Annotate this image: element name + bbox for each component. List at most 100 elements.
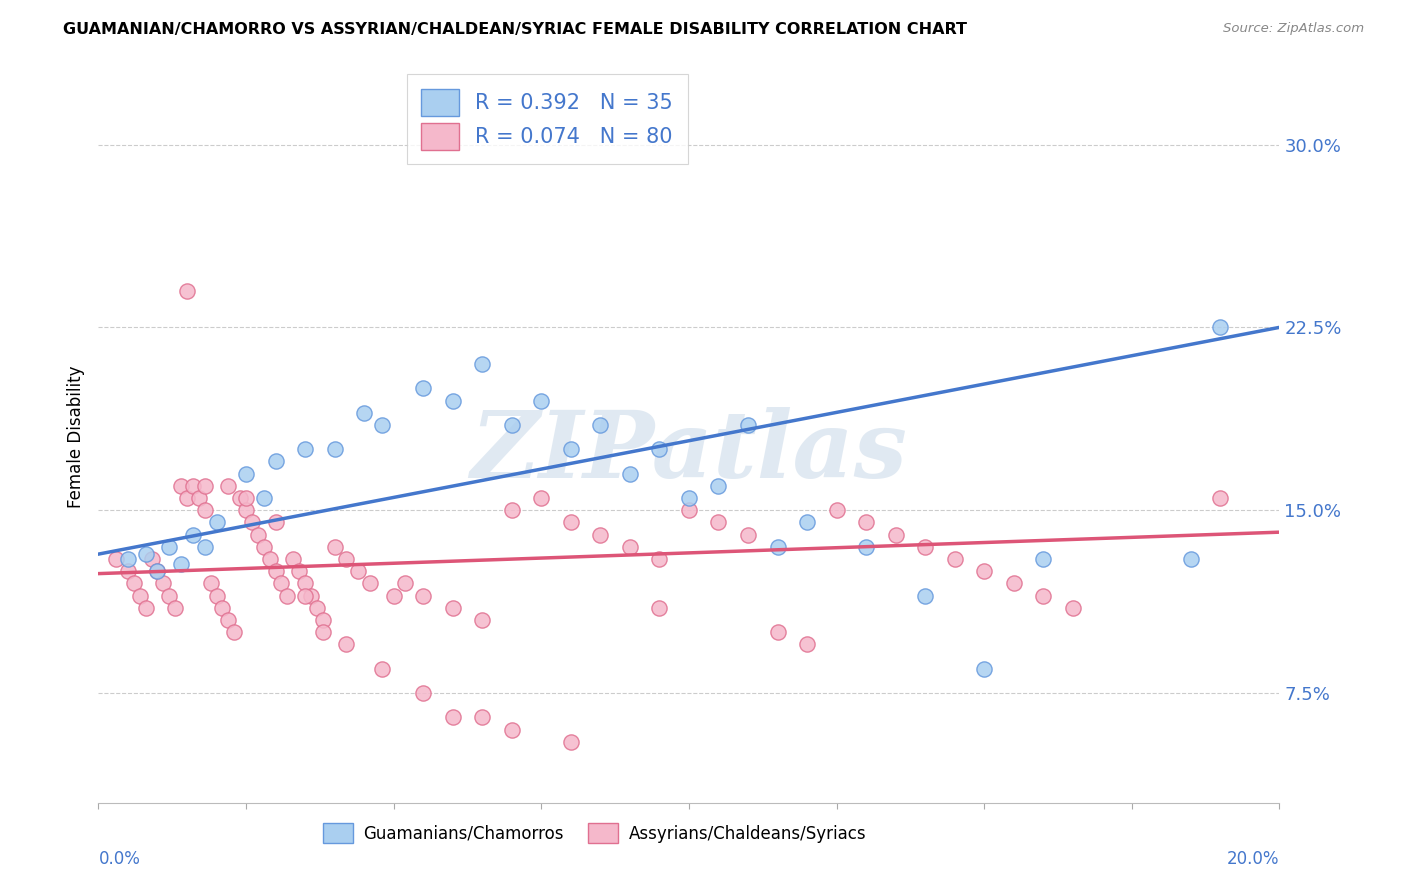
Point [312, 625, 335, 640]
Text: ZIPatlas: ZIPatlas [471, 407, 907, 497]
Text: GUAMANIAN/CHAMORRO VS ASSYRIAN/CHALDEAN/SYRIAC FEMALE DISABILITY CORRELATION CHA: GUAMANIAN/CHAMORRO VS ASSYRIAN/CHALDEAN/… [63, 22, 967, 37]
Point [211, 600, 233, 615]
Point [264, 516, 287, 530]
Point [973, 662, 995, 676]
Point [181, 479, 204, 493]
Point [264, 564, 287, 578]
Point [353, 406, 375, 420]
Legend: Guamanians/Chamorros, Assyrians/Chaldeans/Syriacs: Guamanians/Chamorros, Assyrians/Chaldean… [316, 817, 873, 849]
Point [914, 589, 936, 603]
Point [276, 589, 298, 603]
Point [323, 442, 346, 457]
Point [305, 600, 328, 615]
Point [187, 491, 209, 505]
Point [1209, 320, 1232, 334]
Point [264, 454, 287, 468]
Point [530, 393, 553, 408]
Point [648, 442, 671, 457]
Point [270, 576, 292, 591]
Point [766, 540, 789, 554]
Point [471, 357, 494, 371]
Point [1180, 552, 1202, 566]
Point [312, 613, 335, 627]
Point [678, 503, 700, 517]
Point [359, 576, 381, 591]
Point [217, 479, 239, 493]
Point [335, 637, 357, 651]
Point [382, 589, 405, 603]
Point [294, 589, 316, 603]
Point [648, 552, 671, 566]
Point [855, 516, 877, 530]
Point [235, 503, 257, 517]
Point [157, 540, 180, 554]
Point [194, 479, 217, 493]
Point [176, 491, 198, 505]
Point [412, 381, 434, 395]
Point [246, 527, 269, 541]
Point [914, 540, 936, 554]
Point [796, 516, 818, 530]
Point [855, 540, 877, 554]
Point [589, 417, 612, 432]
Point [235, 467, 257, 481]
Point [371, 662, 394, 676]
Point [141, 552, 163, 566]
Point [135, 600, 157, 615]
Point [217, 613, 239, 627]
Point [135, 547, 157, 561]
Point [825, 503, 848, 517]
Point [165, 600, 187, 615]
Text: Source: ZipAtlas.com: Source: ZipAtlas.com [1223, 22, 1364, 36]
Point [170, 479, 193, 493]
Point [560, 516, 582, 530]
Point [200, 576, 222, 591]
Point [205, 516, 228, 530]
Point [501, 417, 523, 432]
Point [648, 600, 671, 615]
Point [229, 491, 252, 505]
Point [128, 589, 150, 603]
Point [884, 527, 907, 541]
Point [299, 589, 322, 603]
Point [766, 625, 789, 640]
Point [1062, 600, 1084, 615]
Point [224, 625, 246, 640]
Point [194, 540, 217, 554]
Point [117, 564, 139, 578]
Point [441, 393, 464, 408]
Point [441, 710, 464, 724]
Point [394, 576, 416, 591]
Point [146, 564, 169, 578]
Point [288, 564, 311, 578]
Point [1209, 491, 1232, 505]
Point [335, 552, 357, 566]
Point [294, 576, 316, 591]
Point [253, 540, 276, 554]
Point [1032, 552, 1054, 566]
Point [707, 479, 730, 493]
Point [441, 600, 464, 615]
Point [619, 540, 641, 554]
Point [678, 491, 700, 505]
Point [371, 417, 394, 432]
Point [235, 491, 257, 505]
Point [796, 637, 818, 651]
Text: 0.0%: 0.0% [98, 850, 141, 868]
Point [347, 564, 370, 578]
Point [560, 735, 582, 749]
Point [973, 564, 995, 578]
Point [194, 503, 217, 517]
Point [240, 516, 263, 530]
Point [157, 589, 180, 603]
Point [501, 723, 523, 737]
Point [205, 589, 228, 603]
Point [412, 686, 434, 700]
Y-axis label: Female Disability: Female Disability [66, 366, 84, 508]
Point [737, 417, 759, 432]
Point [146, 564, 169, 578]
Point [294, 442, 316, 457]
Point [1032, 589, 1054, 603]
Point [412, 589, 434, 603]
Point [117, 552, 139, 566]
